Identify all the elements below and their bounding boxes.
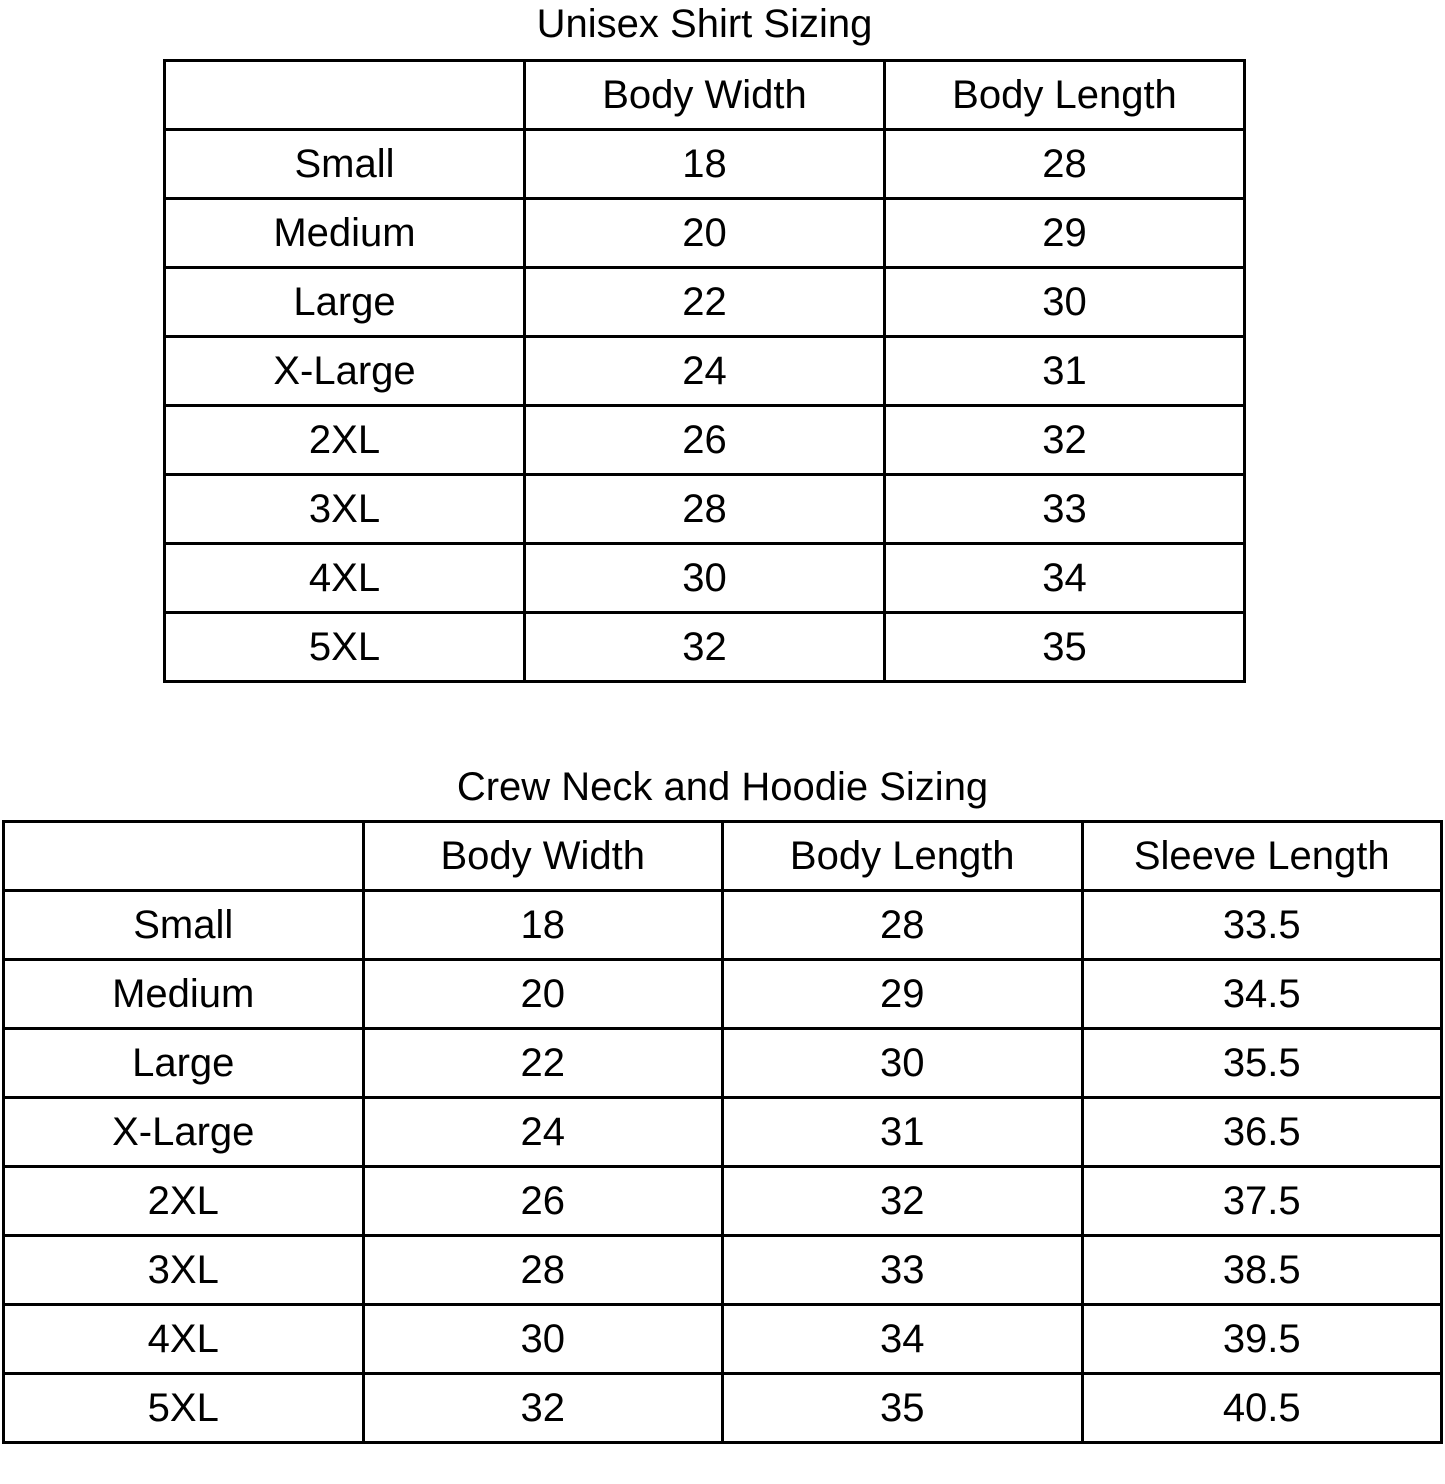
- measurement-cell: 40.5: [1080, 1372, 1443, 1444]
- table-row: 4XL 30 34 39.5: [2, 1303, 1443, 1375]
- measurement-cell: 32: [523, 611, 886, 683]
- measurement-cell: 31: [883, 335, 1246, 407]
- table-row: X-Large 24 31 36.5: [2, 1096, 1443, 1168]
- measurement-cell: 34: [883, 542, 1246, 614]
- table-row: Medium 20 29: [163, 197, 1246, 269]
- column-header: Body Width: [523, 59, 886, 131]
- measurement-cell: 30: [883, 266, 1246, 338]
- size-label: Medium: [2, 958, 365, 1030]
- measurement-cell: 20: [361, 958, 724, 1030]
- measurement-cell: 35.5: [1080, 1027, 1443, 1099]
- size-label: 4XL: [2, 1303, 365, 1375]
- column-header: Body Length: [883, 59, 1246, 131]
- measurement-cell: 33: [721, 1234, 1084, 1306]
- measurement-cell: 32: [721, 1165, 1084, 1237]
- measurement-cell: 38.5: [1080, 1234, 1443, 1306]
- measurement-cell: 24: [523, 335, 886, 407]
- size-label: 2XL: [163, 404, 526, 476]
- column-header: Body Width: [361, 820, 724, 892]
- table-row: 4XL 30 34: [163, 542, 1246, 614]
- measurement-cell: 33.5: [1080, 889, 1443, 961]
- header-cell-empty: [163, 59, 526, 131]
- measurement-cell: 32: [883, 404, 1246, 476]
- table-row: Large 22 30: [163, 266, 1246, 338]
- size-label: Medium: [163, 197, 526, 269]
- table-row: Large 22 30 35.5: [2, 1027, 1443, 1099]
- table-row: 5XL 32 35 40.5: [2, 1372, 1443, 1444]
- measurement-cell: 30: [721, 1027, 1084, 1099]
- size-label: 4XL: [163, 542, 526, 614]
- measurement-cell: 30: [523, 542, 886, 614]
- measurement-cell: 26: [361, 1165, 724, 1237]
- header-row: Body Width Body Length: [163, 59, 1246, 131]
- table-row: 5XL 32 35: [163, 611, 1246, 683]
- crew-neck-hoodie-sizing-table: Body Width Body Length Sleeve Length Small 1…: [2, 820, 1443, 1444]
- measurement-cell: 31: [721, 1096, 1084, 1168]
- measurement-cell: 28: [361, 1234, 724, 1306]
- crew-neck-hoodie-sizing-title: Crew Neck and Hoodie Sizing: [456, 765, 989, 809]
- size-label: 2XL: [2, 1165, 365, 1237]
- measurement-cell: 29: [883, 197, 1246, 269]
- measurement-cell: 29: [721, 958, 1084, 1030]
- table-row: X-Large 24 31: [163, 335, 1246, 407]
- size-label: 5XL: [163, 611, 526, 683]
- measurement-cell: 22: [361, 1027, 724, 1099]
- measurement-cell: 26: [523, 404, 886, 476]
- measurement-cell: 20: [523, 197, 886, 269]
- column-header: Sleeve Length: [1080, 820, 1443, 892]
- measurement-cell: 33: [883, 473, 1246, 545]
- unisex-shirt-sizing-title: Unisex Shirt Sizing: [536, 2, 873, 46]
- measurement-cell: 34: [721, 1303, 1084, 1375]
- measurement-cell: 28: [523, 473, 886, 545]
- measurement-cell: 28: [883, 128, 1246, 200]
- size-label: Large: [163, 266, 526, 338]
- size-label: X-Large: [163, 335, 526, 407]
- measurement-cell: 36.5: [1080, 1096, 1443, 1168]
- measurement-cell: 34.5: [1080, 958, 1443, 1030]
- table-row: 2XL 26 32: [163, 404, 1246, 476]
- size-label: X-Large: [2, 1096, 365, 1168]
- size-label: Large: [2, 1027, 365, 1099]
- size-label: Small: [2, 889, 365, 961]
- measurement-cell: 18: [361, 889, 724, 961]
- size-label: 3XL: [163, 473, 526, 545]
- measurement-cell: 22: [523, 266, 886, 338]
- header-row: Body Width Body Length Sleeve Length: [2, 820, 1443, 892]
- header-cell-empty: [2, 820, 365, 892]
- size-label: 5XL: [2, 1372, 365, 1444]
- measurement-cell: 39.5: [1080, 1303, 1443, 1375]
- table-row: Small 18 28 33.5: [2, 889, 1443, 961]
- table-row: Medium 20 29 34.5: [2, 958, 1443, 1030]
- table-row: 3XL 28 33: [163, 473, 1246, 545]
- size-label: Small: [163, 128, 526, 200]
- column-header: Body Length: [721, 820, 1084, 892]
- table-row: 2XL 26 32 37.5: [2, 1165, 1443, 1237]
- measurement-cell: 32: [361, 1372, 724, 1444]
- table-row: Small 18 28: [163, 128, 1246, 200]
- measurement-cell: 18: [523, 128, 886, 200]
- size-label: 3XL: [2, 1234, 365, 1306]
- unisex-shirt-sizing-table: Body Width Body Length Small 18 28 Medium 20 29…: [163, 59, 1246, 683]
- measurement-cell: 24: [361, 1096, 724, 1168]
- measurement-cell: 37.5: [1080, 1165, 1443, 1237]
- measurement-cell: 28: [721, 889, 1084, 961]
- measurement-cell: 35: [721, 1372, 1084, 1444]
- measurement-cell: 30: [361, 1303, 724, 1375]
- table-row: 3XL 28 33 38.5: [2, 1234, 1443, 1306]
- measurement-cell: 35: [883, 611, 1246, 683]
